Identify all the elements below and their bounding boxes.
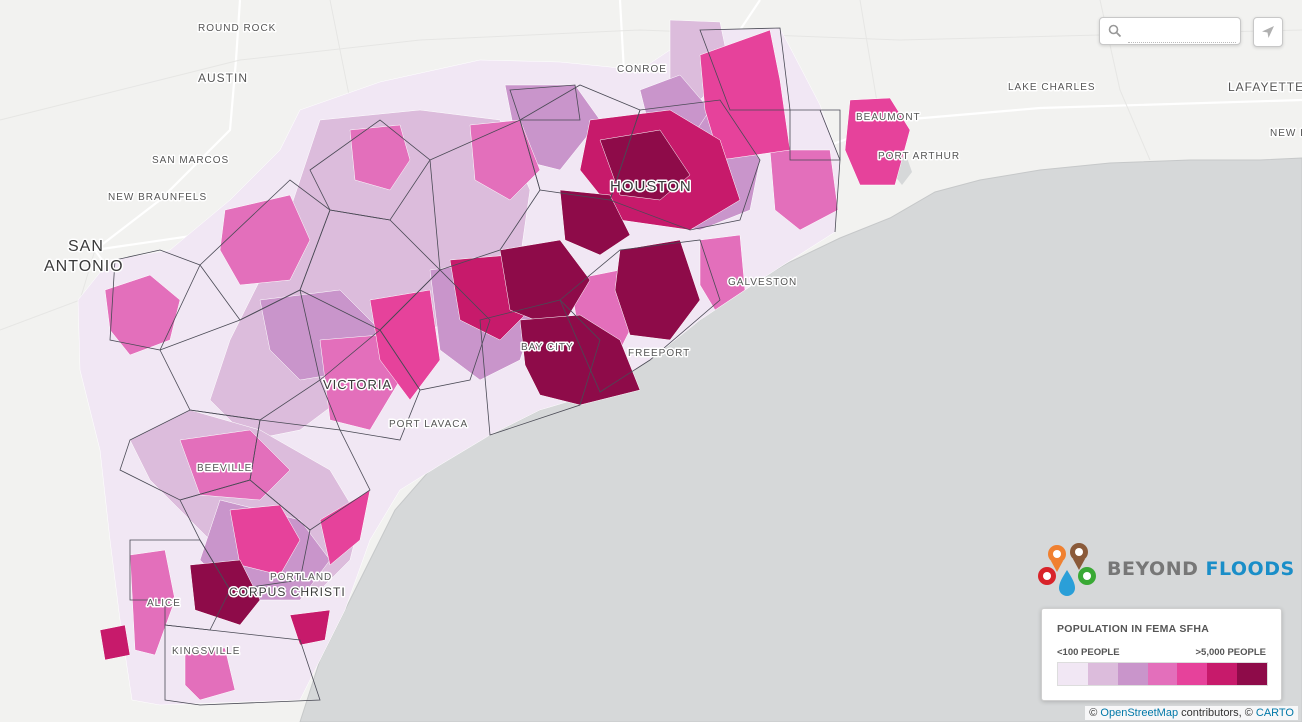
place-label-round-rock: ROUND ROCK [198,23,276,34]
place-labels: ROUND ROCK AUSTIN SAN MARCOS NEW BRAUNFE… [43,22,1302,659]
place-label-san-antonio-line1: SAN [68,238,104,255]
legend-title: POPULATION IN FEMA SFHA [1057,623,1210,635]
choropleth-regions [77,19,911,706]
place-label-new-iberia: NEW I [1270,128,1302,139]
beyond-floods-logo: BEYOND FLOODS [1035,540,1294,602]
place-label-lake-charles: LAKE CHARLES [1008,82,1096,93]
place-label-galveston: GALVESTON [728,277,797,288]
place-label-san-antonio-line2: ANTONIO [44,258,124,275]
place-label-san-marcos: SAN MARCOS [152,155,229,166]
place-label-houston: HOUSTON [610,178,692,195]
carto-link[interactable]: CARTO [1255,707,1294,719]
place-label-corpus-christi: CORPUS CHRISTI [229,585,346,599]
legend-swatch [1117,663,1148,685]
map-attribution: © OpenStreetMap contributors, © CARTO [1085,706,1298,720]
legend-swatch [1237,663,1268,685]
place-label-port-arthur: PORT ARTHUR [878,151,960,162]
place-label-victoria: VICTORIA [323,377,392,392]
legend-swatch [1177,663,1208,685]
place-label-austin: AUSTIN [198,71,248,85]
locate-button[interactable] [1253,17,1283,47]
logo-word-beyond: BEYOND [1107,558,1199,580]
attribution-prefix: © [1089,707,1098,719]
place-label-portland: PORTLAND [270,572,332,583]
legend-swatch [1087,663,1118,685]
flood-pins-icon [1038,543,1096,596]
place-label-new-braunfels: NEW BRAUNFELS [108,192,207,203]
place-label-conroe: CONROE [617,64,667,75]
legend-swatch [1207,663,1238,685]
county-boundaries [109,27,841,706]
place-label-bay-city: BAY CITY [521,342,574,353]
search-input[interactable] [1128,22,1236,43]
place-label-beeville: BEEVILLE [197,463,252,474]
legend-min-label: <100 PEOPLE [1057,647,1120,658]
navigation-arrow-icon [1262,26,1274,38]
place-label-kingsville: KINGSVILLE [172,646,240,657]
place-label-lafayette: LAFAYETTE [1228,80,1302,94]
place-label-alice: ALICE [147,598,181,609]
logo-wordmark: BEYOND FLOODS [1107,558,1295,580]
legend-max-label: >5,000 PEOPLE [1195,647,1267,658]
place-label-port-lavaca: PORT LAVACA [389,419,468,430]
osm-link[interactable]: OpenStreetMap [1100,707,1179,719]
map-legend: POPULATION IN FEMA SFHA <100 PEOPLE >5,0… [1041,608,1282,701]
legend-swatch [1058,663,1088,685]
search-icon [1108,24,1122,38]
attribution-middle: contributors, © [1181,707,1253,719]
place-label-beaumont: BEAUMONT [856,112,921,123]
search-box[interactable] [1099,17,1241,45]
legend-swatch [1147,663,1178,685]
legend-color-ramp [1057,662,1268,686]
logo-word-floods: FLOODS [1205,558,1295,580]
place-label-freeport: FREEPORT [628,348,690,359]
